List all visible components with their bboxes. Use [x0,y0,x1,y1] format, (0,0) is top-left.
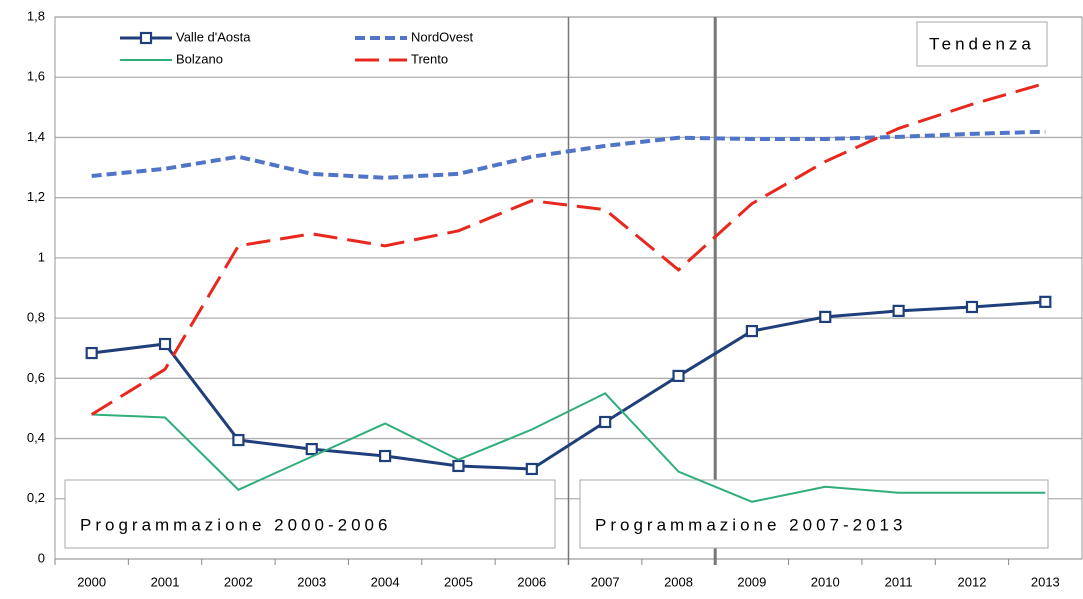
x-tick-label: 2006 [517,574,546,589]
series-marker [158,337,172,351]
series-marker [452,459,465,473]
y-tick-label: 1,8 [27,8,45,23]
legend-label: NordOvest [411,29,474,44]
y-tick-label: 1,2 [27,189,45,204]
legend-label: Bolzano [176,51,223,66]
x-tick-label: 2005 [444,574,473,589]
series-line [91,392,1046,503]
legend-label: Trento [411,51,448,66]
series-marker [1039,295,1052,308]
y-tick-label: 1,4 [27,129,45,144]
annotation: Programmazione 2007-2013 [595,515,906,534]
y-tick-label: 1,6 [27,69,45,84]
x-tick-label: 2000 [77,574,106,589]
series-marker [85,346,98,360]
x-tick-label: 2001 [151,574,180,589]
x-tick-label: 2009 [737,574,766,589]
y-tick-label: 0,4 [27,430,45,445]
series-marker [672,369,685,383]
series-line [91,300,1046,471]
y-tick-label: 0,8 [27,310,45,325]
series-marker [379,449,392,463]
series-marker [525,462,538,476]
series-marker [599,415,612,429]
x-tick-label: 2008 [664,574,693,589]
legend-marker [139,31,153,45]
series-marker [819,310,832,324]
y-tick-label: 0,6 [27,370,45,385]
x-tick-label: 2004 [371,574,400,589]
trend-box [916,21,1048,67]
x-tick-label: 2013 [1031,574,1060,589]
x-tick-label: 2012 [958,574,987,589]
y-tick-label: 0 [38,550,45,565]
series-line [91,129,1046,180]
legend-label: Valle d'Aosta [176,29,251,44]
x-tick-label: 2003 [297,574,326,589]
annotation: Tendenza [929,34,1035,53]
y-tick-label: 1 [38,249,45,264]
period-box [579,479,1049,549]
x-tick-label: 2002 [224,574,253,589]
period-box [64,479,556,549]
series-marker [965,300,979,314]
series-marker [745,324,758,338]
y-tick-label: 0,2 [27,490,45,505]
x-tick-label: 2010 [811,574,840,589]
series-marker [305,442,318,456]
x-tick-label: 2007 [591,574,620,589]
x-tick-label: 2011 [885,574,913,589]
annotation: Programmazione 2000-2006 [80,515,391,534]
series-marker [232,433,245,447]
series-line [90,81,1046,416]
series-marker [892,304,905,317]
